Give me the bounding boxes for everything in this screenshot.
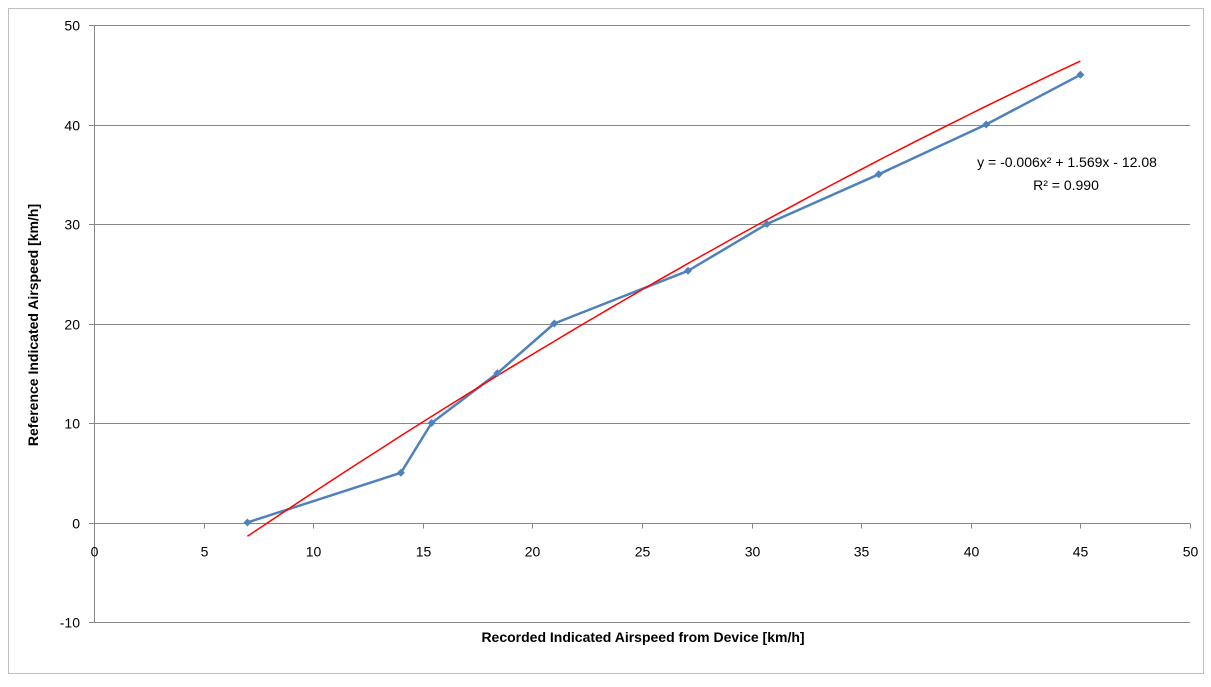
x-tick-label: 45	[1073, 544, 1089, 560]
y-tick-label: 50	[64, 18, 80, 34]
x-tick-label: 50	[1183, 544, 1199, 560]
y-tick-label: 40	[64, 118, 80, 134]
marker-layer	[243, 70, 1085, 527]
labels: y = -0.006x² + 1.569x - 12.08 R² = 0.990…	[25, 154, 1157, 645]
data-point	[396, 468, 405, 477]
data-point	[493, 369, 502, 378]
y-tick-label: 10	[64, 416, 80, 432]
y-axis-title: Reference Indicated Airspeed [km/h]	[25, 204, 41, 446]
y-tick-label: -10	[60, 615, 80, 631]
gridlines	[94, 25, 1190, 623]
data-point	[550, 319, 559, 328]
x-tick-label: 20	[525, 544, 541, 560]
trendline-r-squared: R² = 0.990	[1033, 177, 1099, 193]
y-tick-label: 0	[72, 516, 80, 532]
x-tick-label: 5	[201, 544, 209, 560]
chart-border	[8, 8, 1204, 674]
data-point	[1076, 70, 1085, 79]
x-tick-label: 40	[964, 544, 980, 560]
x-tick-label: 25	[635, 544, 651, 560]
x-tick-label: 30	[745, 544, 761, 560]
y-tick-label: 20	[64, 317, 80, 333]
x-axis-title: Recorded Indicated Airspeed from Device …	[481, 629, 804, 645]
trendline-layer	[246, 60, 1081, 537]
series-line	[247, 73, 1081, 524]
axes: -10 0 10 20 30 40 50 0 5 10 15 20 25 30 35 40 45 50	[60, 18, 1199, 631]
data-point	[243, 518, 252, 527]
series-layer	[247, 73, 1081, 524]
trendline-equation: y = -0.006x² + 1.569x - 12.08	[977, 154, 1157, 170]
data-point	[684, 266, 693, 275]
x-tick-label: 35	[854, 544, 870, 560]
y-tick-label: 30	[64, 217, 80, 233]
data-point	[874, 170, 883, 179]
x-tick-label: 0	[91, 544, 99, 560]
data-point	[982, 120, 991, 129]
x-tick-label: 10	[306, 544, 322, 560]
data-point	[762, 220, 771, 228]
data-point	[427, 419, 436, 427]
trendline	[246, 60, 1081, 537]
x-tick-label: 15	[416, 544, 432, 560]
